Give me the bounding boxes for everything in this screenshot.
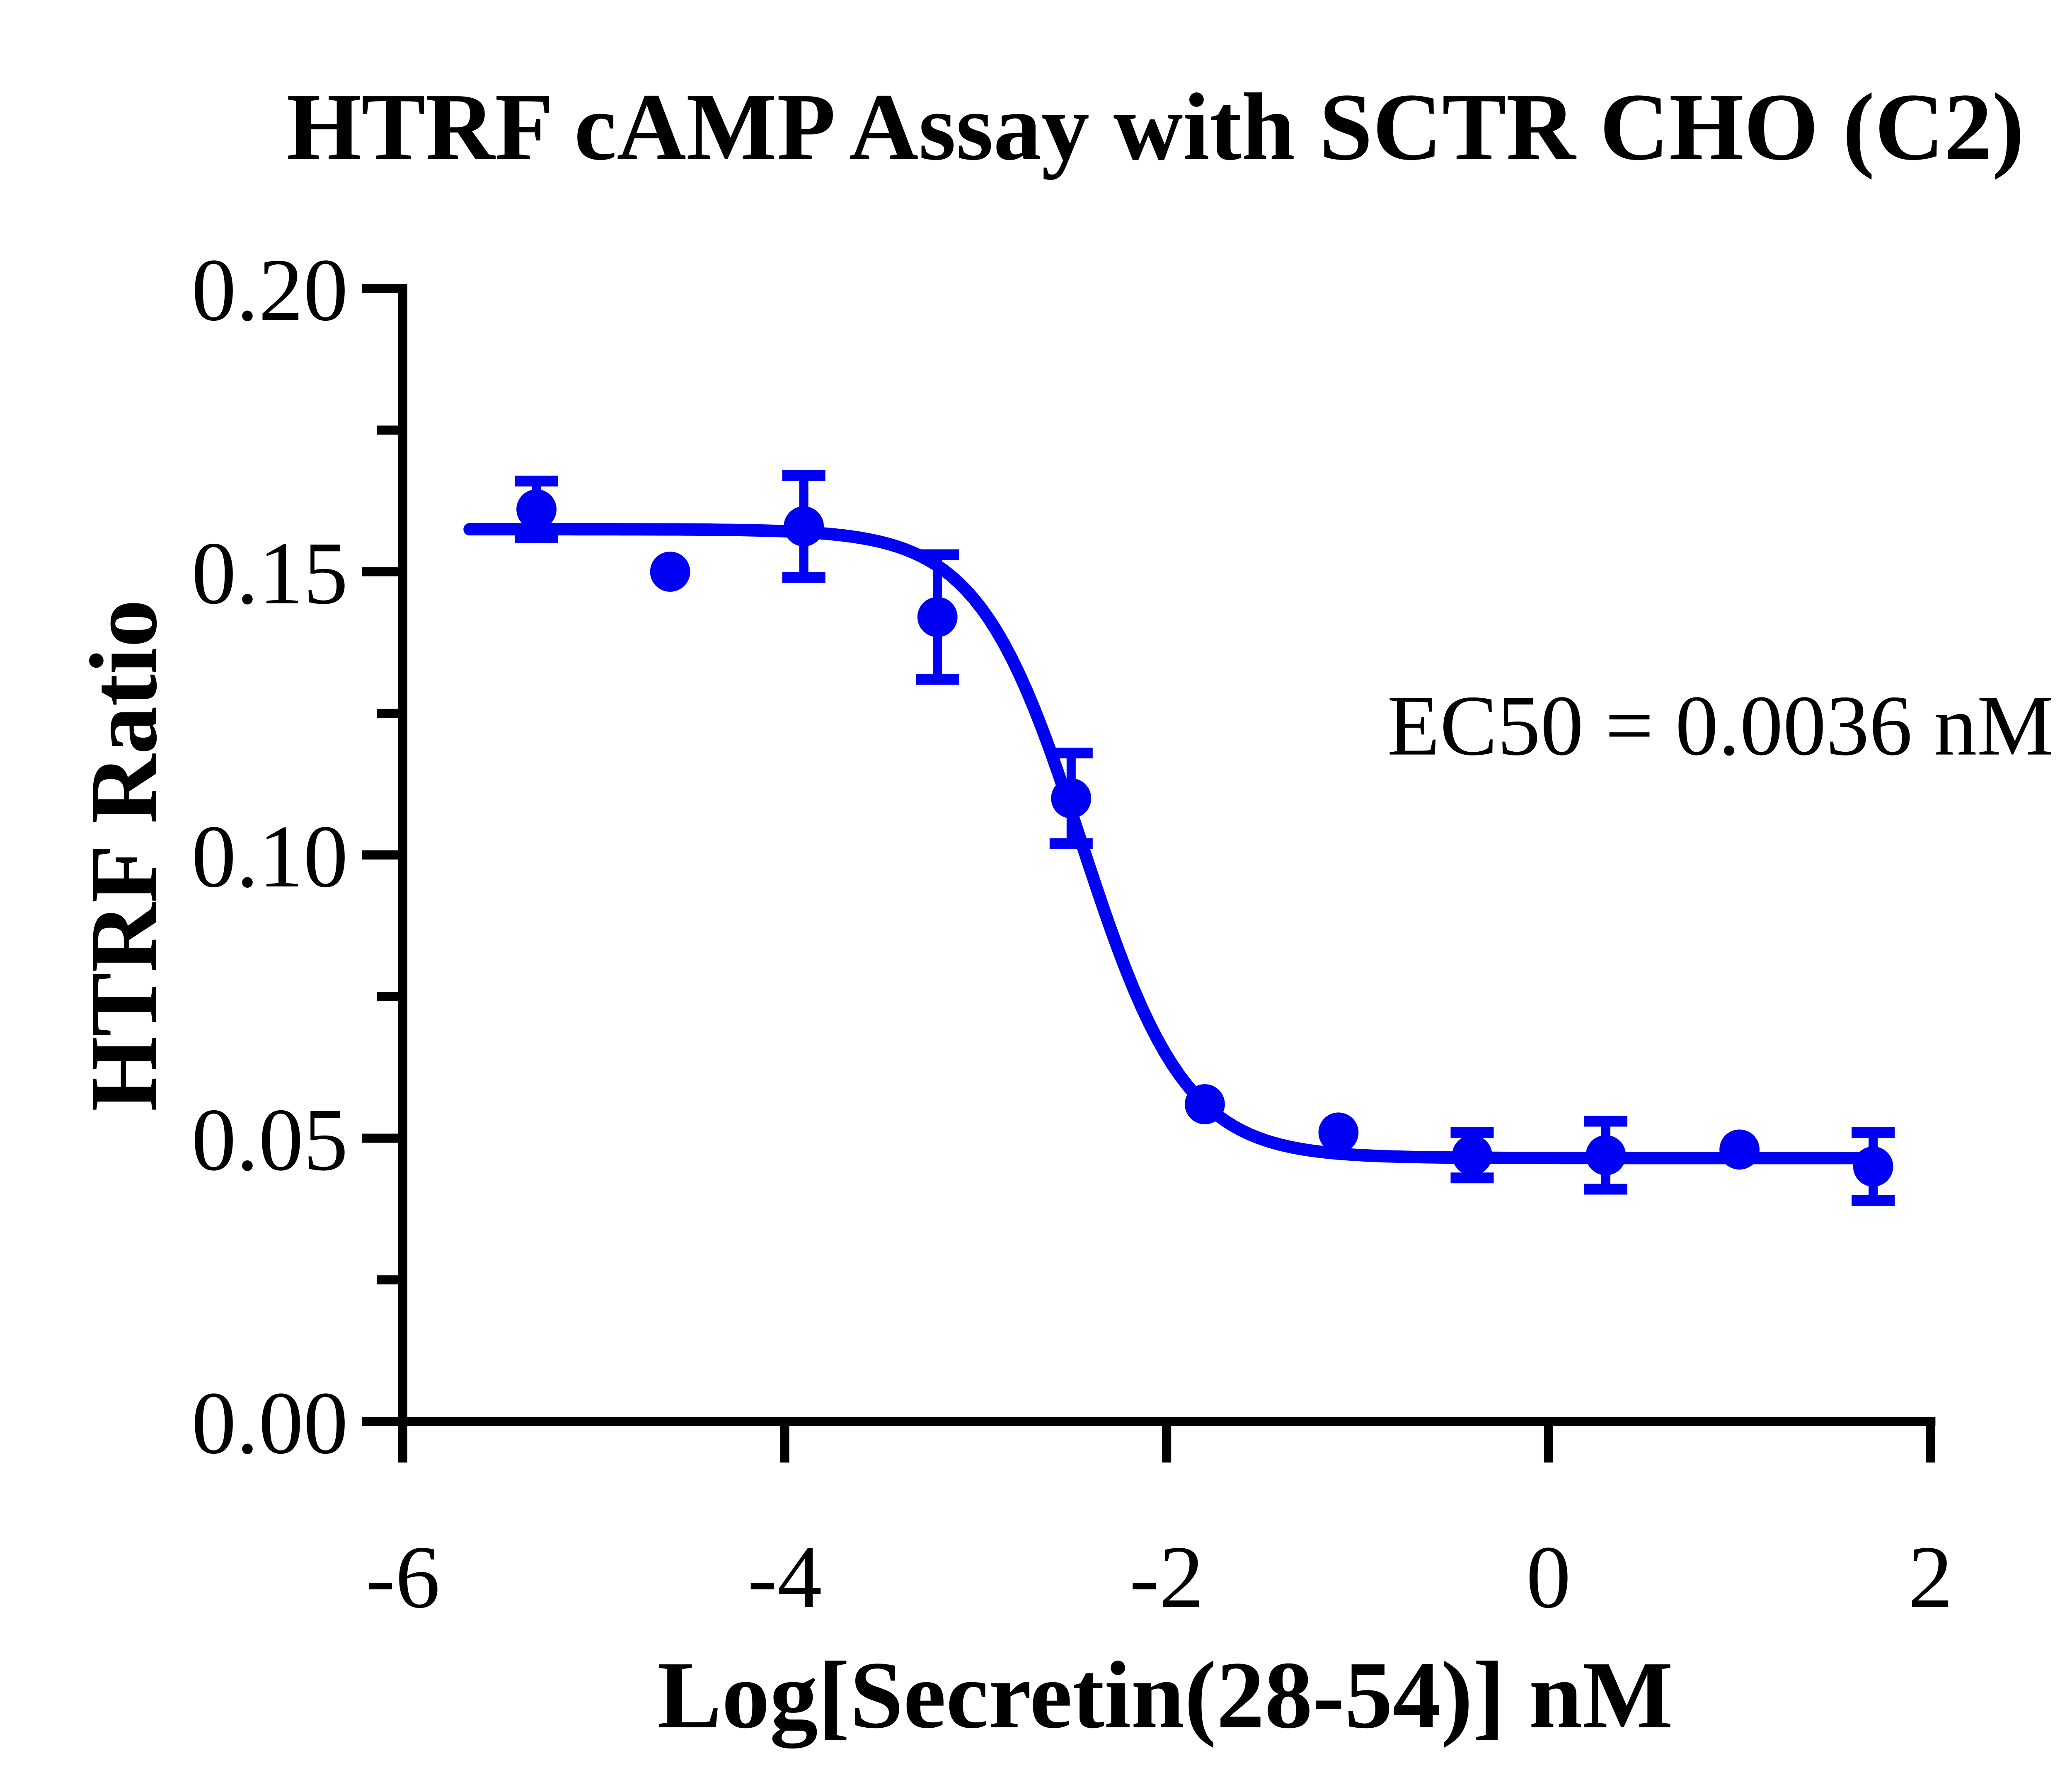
x-tick-label: -4 <box>748 1528 822 1627</box>
y-axis-label: HTRF Ratio <box>70 599 177 1111</box>
data-point <box>1853 1146 1893 1187</box>
data-point <box>917 597 958 637</box>
x-tick-label: 0 <box>1526 1528 1571 1627</box>
data-point <box>1585 1135 1626 1175</box>
y-tick-label: 0.10 <box>191 807 348 906</box>
x-axis-label: Log[Secretin(28-54)] nM <box>658 1642 1673 1748</box>
fit-curve <box>463 523 1889 1165</box>
data-point <box>1719 1129 1760 1170</box>
x-tick-label: -2 <box>1129 1528 1204 1627</box>
chart-title: HTRF cAMP Assay with SCTR CHO (C2) <box>286 74 2024 180</box>
data-point <box>516 489 557 530</box>
y-tick-label: 0.20 <box>191 240 348 339</box>
data-point <box>784 506 824 547</box>
x-tick-label: 2 <box>1908 1528 1953 1627</box>
data-point <box>1051 778 1092 818</box>
y-tick-label: 0.00 <box>191 1373 348 1472</box>
data-point <box>1452 1135 1492 1175</box>
y-tick-label: 0.05 <box>191 1090 348 1189</box>
y-tick-label: 0.15 <box>191 524 348 623</box>
ec50-annotation: EC50 = 0.0036 nM <box>1387 678 2053 773</box>
data-point <box>1184 1084 1225 1124</box>
data-point <box>650 552 690 592</box>
x-tick-label: -6 <box>366 1528 440 1627</box>
data-point <box>1318 1112 1359 1153</box>
